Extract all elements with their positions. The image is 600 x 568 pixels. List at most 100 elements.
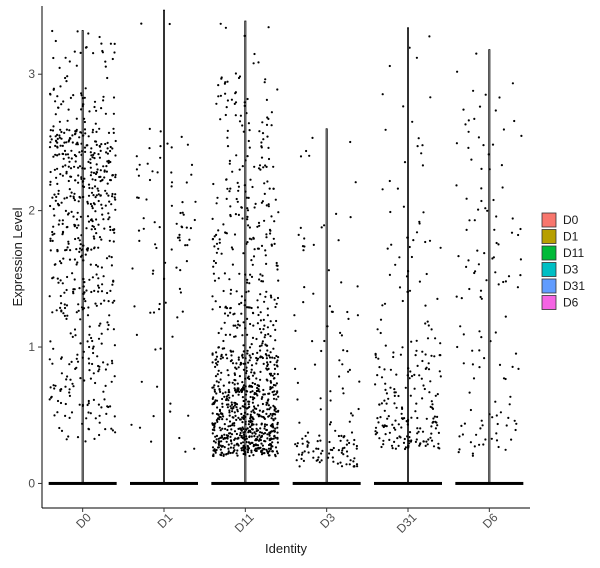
data-point	[276, 365, 279, 368]
data-point	[224, 305, 227, 308]
data-point	[211, 446, 215, 449]
data-point	[263, 336, 266, 339]
data-point	[135, 333, 138, 336]
data-point	[273, 409, 276, 412]
data-point	[389, 210, 392, 214]
data-point	[340, 434, 343, 437]
data-point	[267, 354, 271, 357]
data-point	[105, 170, 108, 173]
data-point	[219, 118, 222, 121]
data-point	[59, 294, 62, 298]
data-point	[494, 109, 497, 112]
data-point	[68, 416, 71, 419]
data-point	[91, 339, 94, 343]
data-point	[418, 222, 421, 225]
data-point	[211, 238, 214, 241]
data-point	[402, 441, 406, 444]
data-point	[106, 182, 109, 185]
data-point	[222, 339, 225, 343]
data-point	[249, 391, 252, 394]
data-point	[468, 287, 471, 291]
data-point	[272, 187, 275, 190]
data-point	[110, 359, 114, 362]
data-point	[497, 243, 500, 246]
data-point	[97, 337, 101, 340]
data-point	[413, 387, 416, 390]
data-point	[424, 367, 427, 370]
data-point	[275, 261, 278, 265]
data-point	[473, 219, 476, 222]
data-point	[78, 287, 81, 290]
data-point	[249, 178, 252, 181]
data-point	[316, 440, 319, 443]
data-point	[226, 187, 229, 190]
data-point	[65, 288, 68, 292]
data-point	[181, 226, 184, 229]
data-point	[78, 136, 81, 139]
data-point	[72, 94, 75, 97]
data-point	[100, 406, 103, 409]
data-point	[331, 310, 334, 313]
data-point	[57, 106, 60, 109]
data-point	[253, 431, 256, 434]
data-point	[67, 242, 70, 245]
data-point	[103, 176, 106, 179]
data-point	[478, 366, 481, 369]
data-point	[95, 143, 98, 146]
data-point	[253, 165, 256, 168]
data-point	[214, 300, 217, 303]
data-point	[49, 180, 52, 183]
data-point	[271, 374, 274, 377]
data-point	[265, 98, 268, 101]
data-point	[227, 452, 230, 455]
data-point	[219, 357, 222, 360]
data-point	[265, 344, 268, 347]
data-point	[256, 357, 260, 360]
data-point	[394, 391, 397, 394]
data-point	[254, 202, 257, 205]
data-point	[48, 146, 52, 149]
data-point	[228, 409, 231, 412]
data-point	[229, 288, 233, 291]
data-point	[232, 350, 235, 353]
data-point	[408, 289, 412, 292]
data-point	[266, 307, 269, 310]
data-point	[60, 429, 64, 432]
data-point	[87, 306, 90, 309]
data-point	[435, 421, 438, 424]
data-point	[212, 386, 215, 389]
data-point	[237, 323, 240, 326]
data-point	[504, 448, 507, 451]
data-point	[276, 268, 279, 271]
data-point	[91, 220, 94, 223]
data-point	[63, 291, 66, 294]
data-point	[396, 437, 399, 440]
data-point	[170, 146, 173, 149]
data-point	[87, 183, 91, 186]
data-point	[257, 61, 260, 64]
data-point	[79, 51, 82, 55]
data-point	[225, 440, 228, 443]
data-point	[257, 388, 260, 391]
data-point	[249, 395, 252, 399]
data-point	[113, 375, 116, 378]
data-point	[250, 371, 253, 374]
data-point	[257, 404, 260, 407]
data-point	[138, 426, 142, 429]
data-point	[60, 130, 63, 134]
data-point	[146, 162, 149, 165]
data-point	[374, 430, 377, 433]
data-point	[392, 355, 395, 359]
data-point	[467, 146, 470, 149]
data-point	[236, 382, 239, 385]
data-point	[296, 398, 299, 401]
data-point	[71, 335, 74, 338]
data-point	[51, 29, 54, 33]
violin-D11	[244, 20, 247, 484]
data-point	[60, 262, 63, 265]
data-point	[266, 402, 269, 405]
data-point	[403, 447, 407, 451]
data-point	[100, 203, 103, 206]
data-point	[72, 195, 75, 198]
data-point	[270, 430, 273, 433]
